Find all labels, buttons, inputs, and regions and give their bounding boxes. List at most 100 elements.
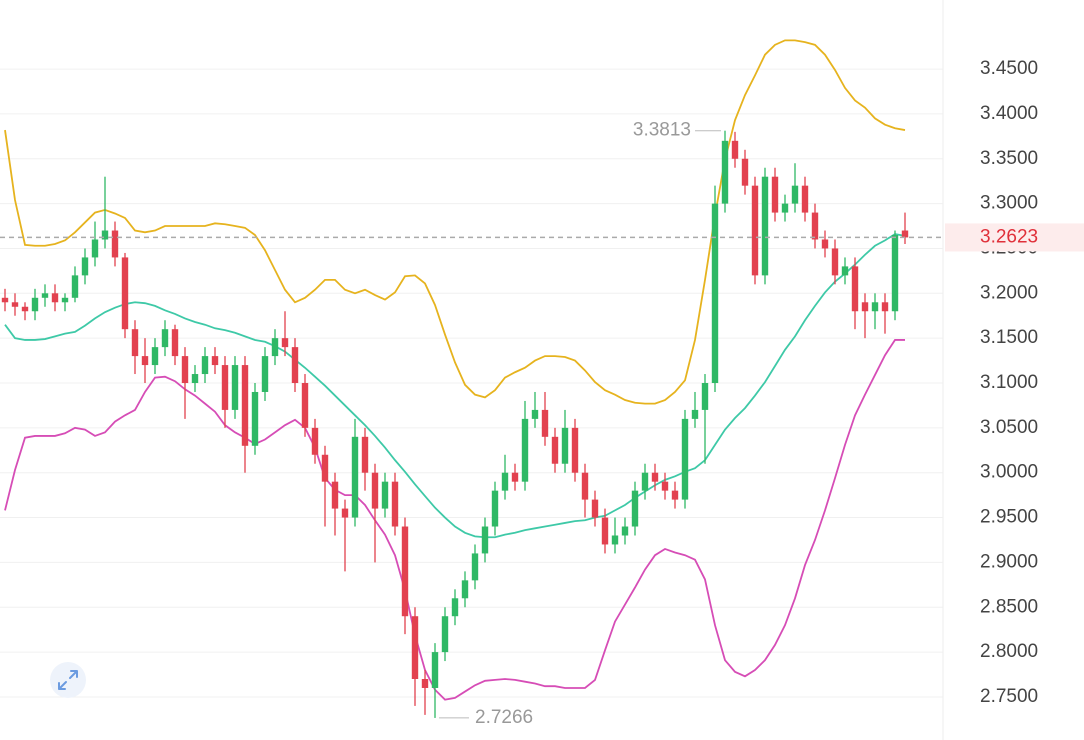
expand-button[interactable] [50, 662, 86, 698]
last-price-bg [945, 223, 1084, 252]
candle-body [111, 230, 119, 258]
candle-body [881, 302, 889, 312]
candle-body [571, 427, 579, 473]
candle-body [861, 302, 869, 312]
candle-body [691, 409, 699, 419]
candle-body [461, 580, 469, 599]
y-tick-label: 3.3000 [980, 193, 1038, 214]
candle-body [31, 297, 39, 312]
candle-body [601, 517, 609, 545]
band-line [4, 233, 906, 539]
candle-body [131, 329, 139, 357]
candle-body [511, 472, 519, 482]
candle-body [401, 526, 409, 617]
candle-body [441, 616, 449, 653]
candle-body [271, 338, 279, 357]
candle-body [1, 297, 9, 303]
candle-body [871, 302, 879, 312]
y-tick-label: 3.3500 [980, 148, 1038, 169]
y-tick-label: 2.7500 [980, 686, 1038, 707]
candle-body [301, 383, 309, 428]
low-label: 2.7266 [475, 707, 533, 728]
high-label: 3.3813 [633, 120, 691, 141]
candle-body [711, 203, 719, 384]
y-tick-label: 3.0000 [980, 462, 1038, 483]
candle-body [121, 257, 129, 330]
candle-body [521, 418, 529, 482]
candle-body [21, 306, 29, 312]
candle-body [61, 297, 69, 303]
candle-body [761, 176, 769, 276]
candle-body [421, 679, 429, 688]
y-tick-label: 2.9000 [980, 551, 1038, 572]
y-tick-label: 2.8000 [980, 641, 1038, 662]
candle-body [171, 329, 179, 357]
candle-body [651, 472, 659, 482]
band-line [4, 339, 905, 701]
candle-body [321, 454, 329, 482]
candle-body [491, 490, 499, 527]
candle-body [411, 616, 419, 680]
candle-body [181, 356, 189, 384]
candle-body [141, 356, 149, 366]
y-tick-label: 2.9500 [980, 507, 1038, 528]
candle-body [471, 553, 479, 581]
candle-body [581, 472, 589, 500]
candle-body [91, 239, 99, 258]
candle-body [81, 257, 89, 276]
candle-body [481, 526, 489, 554]
candle-body [551, 436, 559, 464]
candle-body [891, 235, 899, 312]
candle-body [211, 356, 219, 366]
candle-body [381, 481, 389, 509]
candle-body [801, 185, 809, 213]
candle-body [151, 347, 159, 366]
candle-body [341, 508, 349, 518]
y-tick-label: 2.8500 [980, 596, 1038, 617]
y-tick-label: 3.2000 [980, 282, 1038, 303]
candle-body [771, 176, 779, 213]
candle-body [101, 230, 109, 240]
candle-body [191, 374, 199, 384]
candle-body [671, 490, 679, 500]
candle-body [811, 212, 819, 240]
candle-body [391, 481, 399, 527]
y-tick-label: 3.0500 [980, 417, 1038, 438]
candle-body [751, 185, 759, 276]
candle-body [731, 140, 739, 159]
candle-body [561, 427, 569, 464]
candle-body [11, 302, 19, 307]
candle-body [311, 427, 319, 455]
candle-body [281, 338, 289, 348]
expand-icon [58, 670, 78, 690]
candle-body [161, 329, 169, 348]
candle-body [261, 356, 269, 392]
candle-body [831, 248, 839, 276]
y-tick-label: 3.4000 [980, 103, 1038, 124]
candle-body [251, 391, 259, 446]
candle-body [201, 356, 209, 375]
candle-body [221, 365, 229, 410]
candle-body [291, 347, 299, 384]
candle-body [631, 490, 639, 527]
candle-body [901, 230, 909, 238]
candle-body [331, 481, 339, 509]
candle-body [431, 652, 439, 688]
candle-body [531, 409, 539, 419]
candle-body [721, 140, 729, 204]
y-tick-label: 3.4500 [980, 58, 1038, 79]
candle-body [611, 535, 619, 545]
candle-body [741, 158, 749, 186]
candle-body [661, 481, 669, 491]
last-price-label: 3.2623 [980, 226, 1038, 247]
candle-body [71, 275, 79, 298]
candle-body [351, 436, 359, 518]
candle-body [451, 598, 459, 617]
candle-body [621, 526, 629, 536]
candle-body [641, 472, 649, 491]
candle-body [51, 293, 59, 303]
candle-body [231, 365, 239, 410]
candle-body [781, 203, 789, 213]
y-tick-label: 3.1500 [980, 327, 1038, 348]
